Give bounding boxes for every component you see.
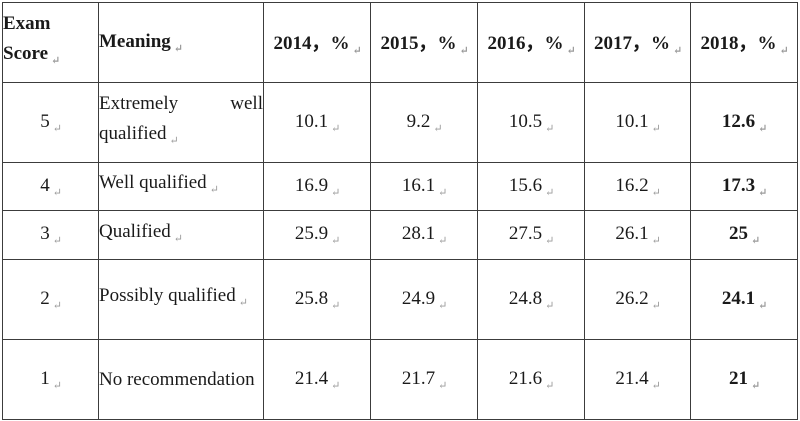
header-year-2018: 2018，% ↵	[690, 2, 798, 83]
score-cell: 2 ↵	[2, 259, 99, 340]
table-row: 4 ↵ Well qualified ↵ 16.9 ↵ 16.1 ↵ 15.6 ↵ 16.…	[2, 162, 798, 211]
meaning-cell: Possibly qualified ↵	[98, 259, 264, 340]
value-cell: 16.9 ↵	[263, 162, 371, 211]
value-cell: 28.1 ↵	[370, 210, 478, 260]
table-row: 5 ↵ Extremely well qualified ↵ 10.1 ↵ 9.2 ↵ …	[2, 82, 798, 163]
value-cell-2018: 25 ↵	[690, 210, 798, 260]
header-year-2017: 2017，% ↵	[584, 2, 691, 83]
value-cell: 25.8 ↵	[263, 259, 371, 340]
header-year-2015: 2015，% ↵	[370, 2, 478, 83]
table-row: 3 ↵ Qualified ↵ 25.9 ↵ 28.1 ↵ 27.5 ↵ 26.1 ↵ 25…	[2, 210, 798, 260]
value-cell-2018: 24.1 ↵	[690, 259, 798, 340]
value-cell: 24.9 ↵	[370, 259, 478, 340]
value-cell: 10.1 ↵	[263, 82, 371, 163]
header-meaning: Meaning ↵	[98, 2, 264, 83]
value-cell: 16.2 ↵	[584, 162, 691, 211]
value-cell: 26.2 ↵	[584, 259, 691, 340]
value-cell: 21.6 ↵	[477, 339, 585, 420]
value-cell: 16.1 ↵	[370, 162, 478, 211]
header-exam-score: Exam Score ↵	[2, 2, 99, 83]
value-cell: 26.1 ↵	[584, 210, 691, 260]
header-exam-score-line1: Exam	[3, 13, 51, 34]
value-cell: 10.1 ↵	[584, 82, 691, 163]
table-row: 1 ↵ No recommendation 21.4 ↵ 21.7 ↵ 21.6 ↵ 2…	[2, 339, 798, 420]
value-cell-2018: 21 ↵	[690, 339, 798, 420]
header-year-2014: 2014，% ↵	[263, 2, 371, 83]
value-cell-2018: 12.6 ↵	[690, 82, 798, 163]
value-cell-2018: 17.3 ↵	[690, 162, 798, 211]
value-cell: 25.9 ↵	[263, 210, 371, 260]
value-cell: 9.2 ↵	[370, 82, 478, 163]
header-exam-score-line2: Score	[3, 43, 49, 64]
score-cell: 3 ↵	[2, 210, 99, 260]
meaning-cell: No recommendation	[98, 339, 264, 420]
value-cell: 21.7 ↵	[370, 339, 478, 420]
score-cell: 4 ↵	[2, 162, 99, 211]
value-cell: 24.8 ↵	[477, 259, 585, 340]
value-cell: 10.5 ↵	[477, 82, 585, 163]
value-cell: 21.4 ↵	[263, 339, 371, 420]
meaning-cell: Qualified ↵	[98, 210, 264, 260]
meaning-cell: Extremely well qualified ↵	[98, 82, 264, 163]
value-cell: 21.4 ↵	[584, 339, 691, 420]
score-cell: 1 ↵	[2, 339, 99, 420]
header-year-2016: 2016，% ↵	[477, 2, 585, 83]
value-cell: 15.6 ↵	[477, 162, 585, 211]
score-cell: 5 ↵	[2, 82, 99, 163]
table-row: 2 ↵ Possibly qualified ↵ 25.8 ↵ 24.9 ↵ 24.8 ↵…	[2, 259, 798, 340]
meaning-cell: Well qualified ↵	[98, 162, 264, 211]
header-row: Exam Score ↵ Meaning ↵ 2014，% ↵ 2015，% ↵ 201…	[2, 2, 798, 83]
value-cell: 27.5 ↵	[477, 210, 585, 260]
